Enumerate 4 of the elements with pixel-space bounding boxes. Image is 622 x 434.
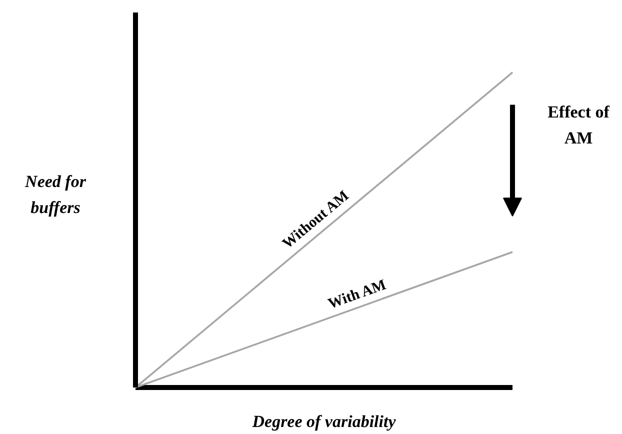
y-axis-title: Need for buffers xyxy=(24,172,86,217)
text: With AM xyxy=(326,277,388,313)
x-axis-title: Degree of variability xyxy=(251,412,396,431)
annotation: Effect of AM xyxy=(548,102,610,148)
